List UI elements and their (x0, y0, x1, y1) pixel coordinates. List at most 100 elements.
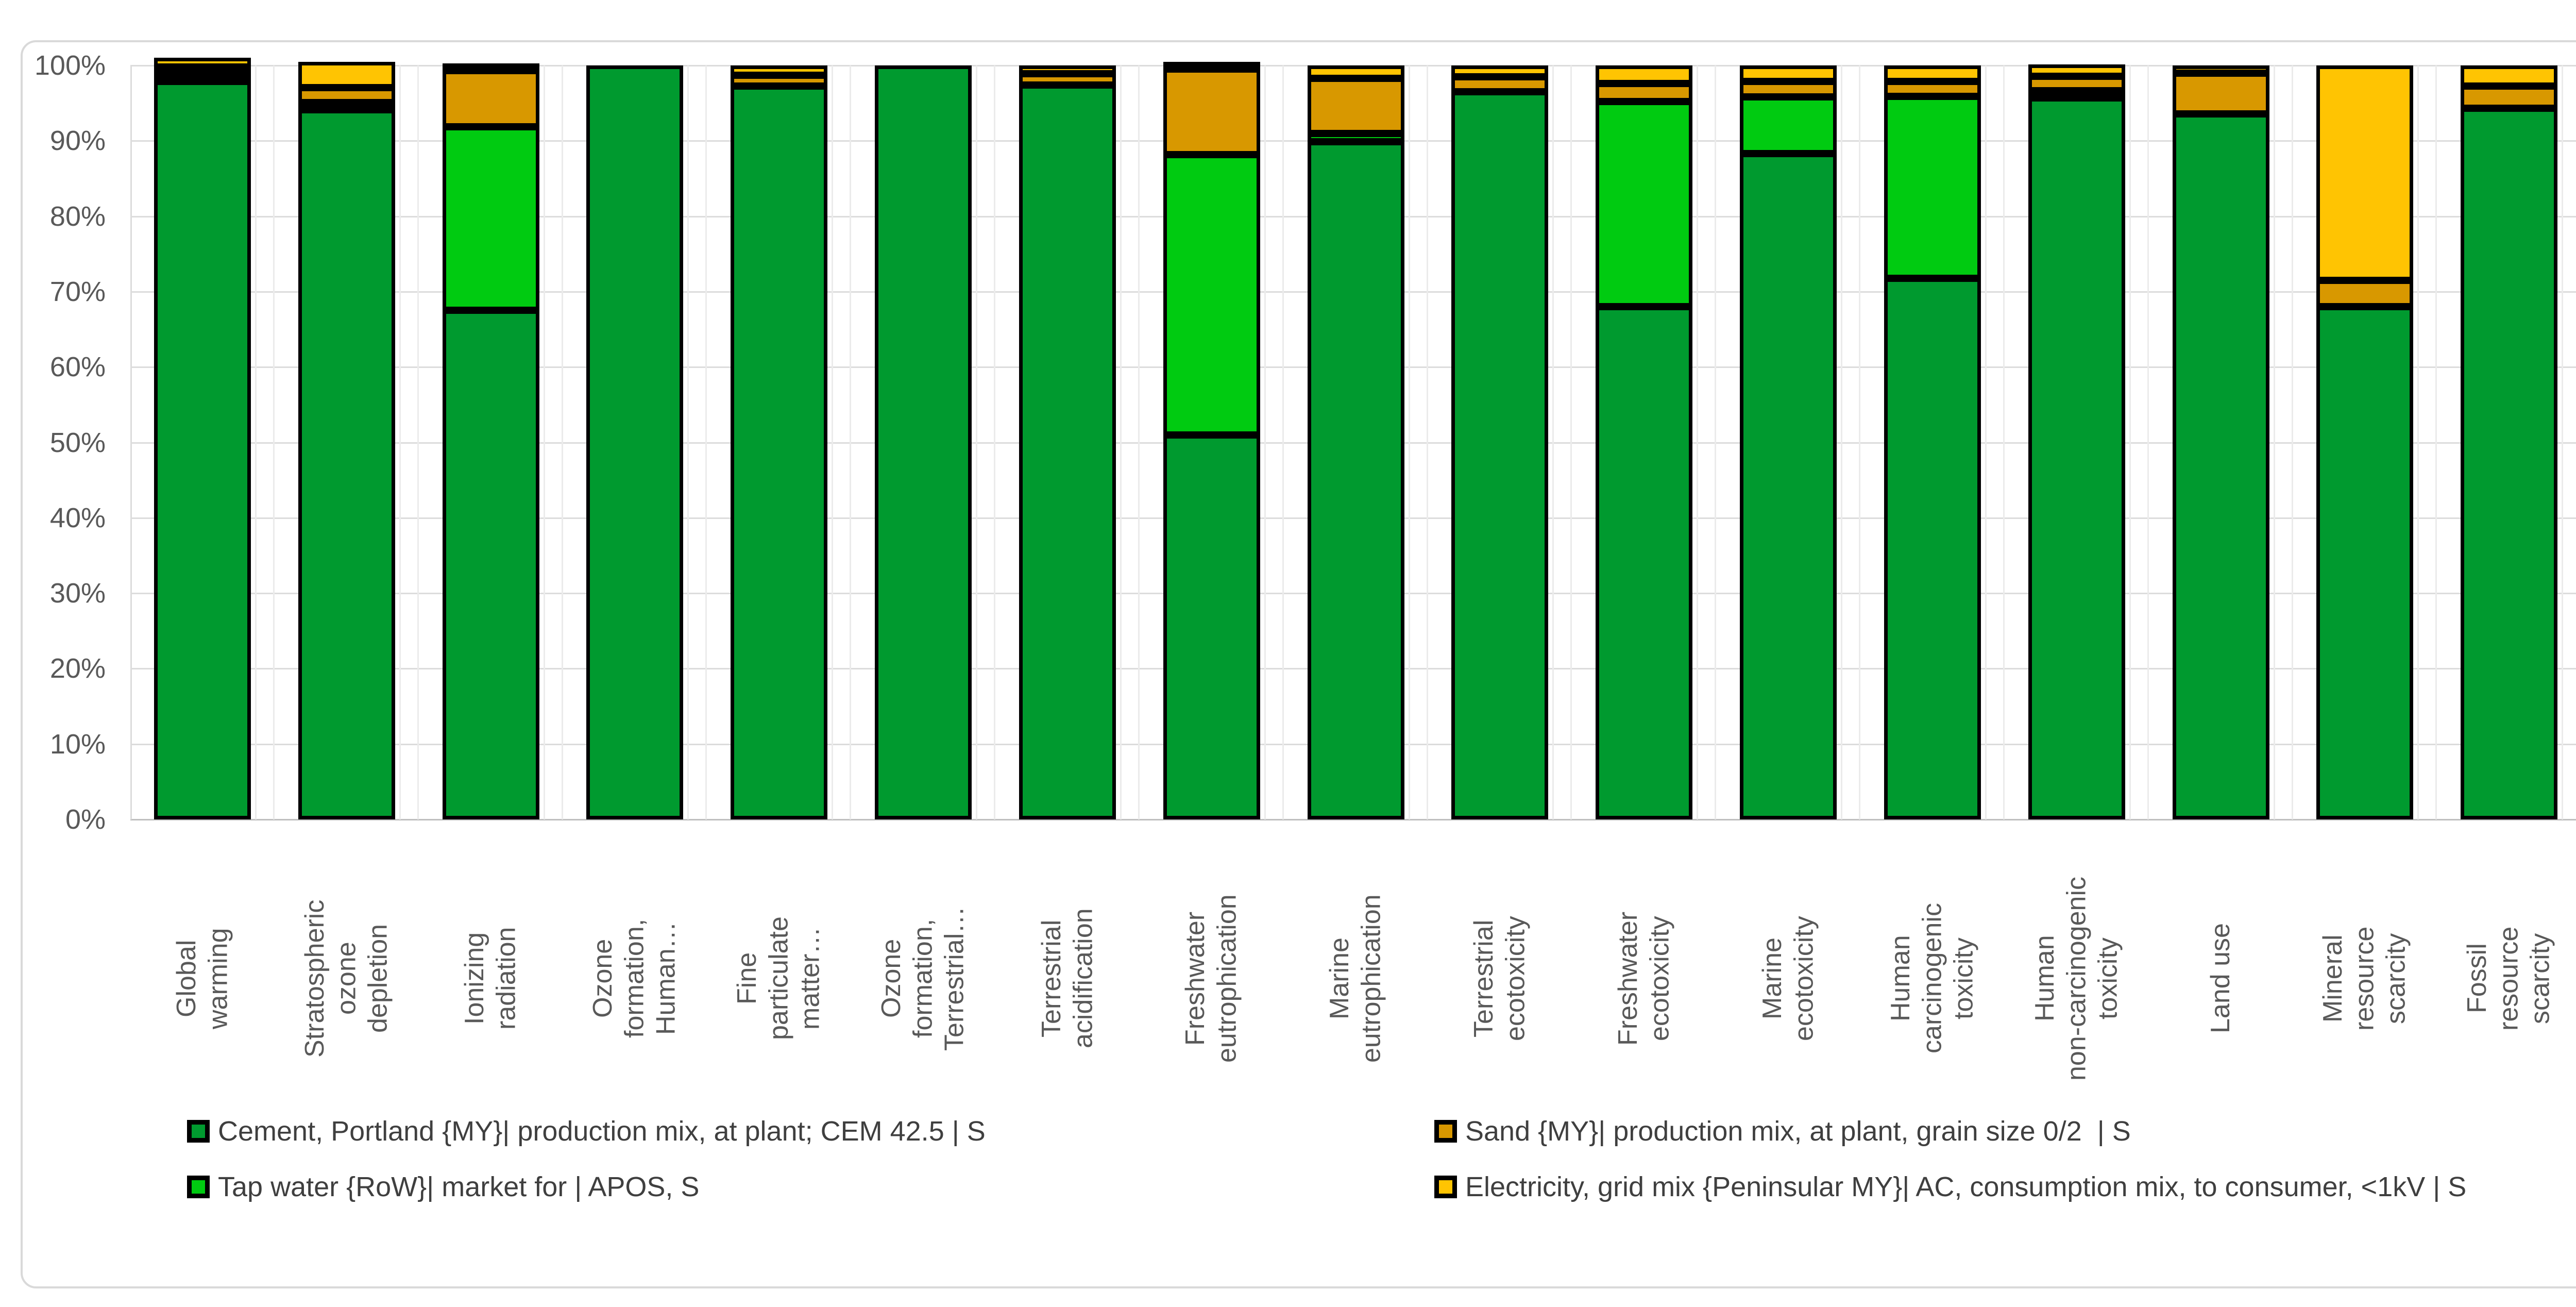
x-gridline (2273, 65, 2275, 819)
category-label: Human carcinogenic toxicity (1885, 903, 1979, 1054)
bar-segment (2316, 65, 2414, 280)
x-gridline (850, 65, 852, 819)
stacked-bar (1163, 62, 1260, 819)
bar-segment (1596, 307, 1693, 819)
legend-label: Electricity, grid mix {Peninsular MY}| A… (1465, 1171, 2467, 1202)
category-label-cell: Freshwater eutrophication (1140, 828, 1284, 1137)
category-label: Marine ecotoxicity (1757, 916, 1819, 1041)
bar-column (1284, 65, 1428, 819)
bar-segment (154, 58, 251, 67)
bar-segment (1451, 76, 1549, 92)
bar-segment (154, 74, 251, 81)
bar-segment (2028, 97, 2125, 819)
bar-segment (1163, 154, 1260, 435)
bar-column (1716, 65, 1860, 819)
bar-segment (2028, 90, 2125, 98)
bar-segment (298, 103, 395, 110)
x-gridline (1841, 65, 1842, 819)
bar-column (563, 65, 707, 819)
legend-swatch-icon (1434, 1176, 1457, 1198)
category-label: Ozone formation, Terrestrial… (876, 906, 970, 1051)
stacked-bar (1307, 65, 1404, 819)
bar-segment (731, 86, 828, 819)
bar-segment (586, 65, 684, 819)
bar-segment (2028, 76, 2125, 91)
bar-column (275, 62, 419, 819)
bar-segment (1307, 141, 1404, 819)
bar-segment (2461, 86, 2558, 109)
category-label-cell: Stratospheric ozone depletion (275, 828, 419, 1137)
legend-item: Electricity, grid mix {Peninsular MY}| A… (1434, 1169, 2466, 1205)
bar-segment (1451, 65, 1549, 77)
legend-item: Tap water {RoW}| market for | APOS, S (187, 1169, 699, 1205)
y-axis-tick-label: 50% (49, 427, 106, 458)
bar-segment (1019, 74, 1116, 86)
x-gridline (399, 65, 401, 819)
bar-segment (875, 65, 972, 819)
x-gridline (687, 65, 689, 819)
bar-segment (1884, 96, 1981, 278)
x-gridline (1426, 65, 1428, 819)
stacked-bar (154, 58, 251, 819)
legend-label: Cement, Portland {MY}| production mix, a… (218, 1116, 986, 1147)
category-label: Human non-carcinogenic toxicity (2029, 876, 2123, 1081)
bar-segment (1019, 65, 1116, 74)
bar-segment (2461, 65, 2558, 86)
category-label: Ozone formation, Human… (588, 918, 682, 1038)
bar-segment (2172, 113, 2269, 819)
bar-column (2149, 65, 2293, 819)
bar-segment (1596, 83, 1693, 102)
legend-swatch-icon (187, 1120, 210, 1143)
legend-item: Cement, Portland {MY}| production mix, a… (187, 1113, 986, 1149)
y-axis-tick-label: 90% (49, 125, 106, 157)
x-gridline (976, 65, 977, 819)
bar-segment (2172, 73, 2269, 114)
bar-segment (2461, 108, 2558, 819)
bar-column (995, 65, 1140, 819)
bar-segment (1307, 78, 1404, 133)
category-label-cell: Marine ecotoxicity (1716, 828, 1860, 1137)
bar-segment (1163, 69, 1260, 155)
x-gridline (832, 65, 834, 819)
y-axis-tick-label: 80% (49, 200, 106, 232)
plot-area (130, 58, 2576, 820)
x-gridline (2562, 65, 2564, 819)
y-axis-tick-label: 100% (34, 50, 106, 81)
bar-segment (1884, 81, 1981, 96)
bar-segment (1019, 85, 1116, 819)
bar-column (1428, 65, 1572, 819)
stacked-bar (586, 65, 684, 819)
x-axis-category-labels: Global warming Stratospheric ozone deplet… (130, 828, 2576, 1147)
x-gridline (1859, 65, 1860, 819)
category-label-cell: Fossil resource scarcity (2437, 828, 2576, 1137)
y-axis-line (130, 65, 132, 819)
bar-segment (154, 66, 251, 74)
stacked-bar (2028, 64, 2125, 819)
bar-segment (1163, 434, 1260, 819)
bar-column (851, 65, 995, 819)
bar-segment (1740, 97, 1837, 154)
x-gridline (2147, 65, 2149, 819)
bar-segment (1307, 65, 1404, 78)
x-gridline (1138, 65, 1140, 819)
category-label-cell: Fine particulate matter… (707, 828, 851, 1137)
category-label-cell: Ozone formation, Human… (563, 828, 707, 1137)
category-label-cell: Ionizing radiation (419, 828, 563, 1137)
bar-column (1860, 65, 2005, 819)
category-label-cell: Terrestrial acidification (995, 828, 1140, 1137)
stacked-bar (2172, 65, 2269, 819)
x-gridline (1264, 65, 1266, 819)
x-gridline (255, 65, 257, 819)
x-gridline (2291, 65, 2293, 819)
category-label: Stratospheric ozone depletion (299, 899, 393, 1058)
bar-segment (1163, 62, 1260, 70)
bar-segment (1307, 133, 1404, 142)
category-label: Global warming (171, 928, 233, 1029)
stacked-bar (2316, 65, 2414, 819)
x-gridline (1552, 65, 1554, 819)
stacked-bar (1451, 65, 1549, 819)
bar-segment (731, 75, 828, 86)
y-axis-tick-label: 0% (65, 804, 106, 835)
bar-segment (154, 81, 251, 819)
